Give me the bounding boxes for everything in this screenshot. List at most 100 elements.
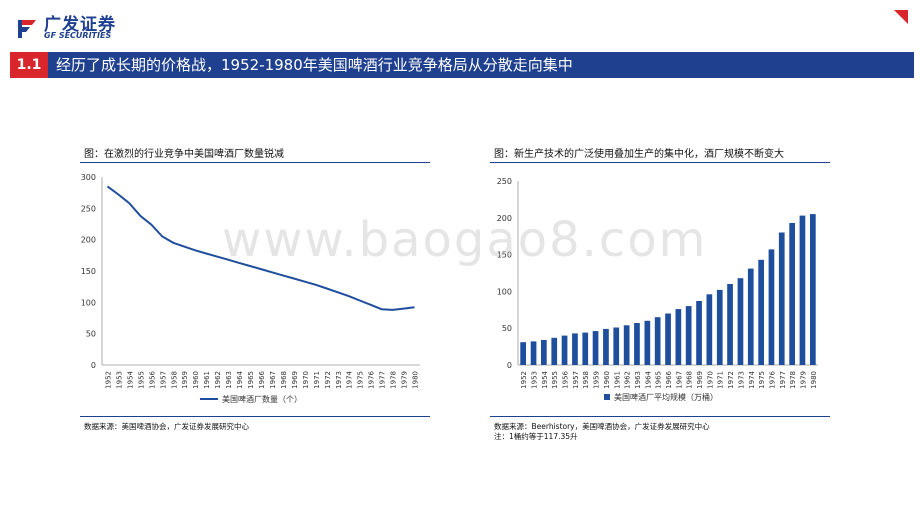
right-y-tick-label: 0	[507, 361, 512, 370]
left-x-tick-label: 1971	[313, 371, 321, 389]
left-y-tick-label: 0	[91, 361, 96, 370]
left-x-tick-label: 1968	[280, 371, 288, 389]
right-x-tick-label: 1961	[613, 371, 621, 389]
left-x-tick-label: 1974	[346, 370, 354, 388]
right-x-tick-label: 1975	[758, 371, 766, 389]
right-x-tick-label: 1955	[551, 371, 559, 389]
left-y-tick-label: 300	[81, 173, 96, 182]
left-x-tick-label: 1966	[258, 370, 266, 388]
left-x-tick-label: 1960	[192, 371, 200, 389]
right-x-tick-label: 1956	[562, 370, 570, 388]
left-x-tick-label: 1965	[247, 371, 255, 389]
right-x-tick-label: 1953	[531, 371, 539, 389]
right-x-tick-label: 1960	[603, 371, 611, 389]
right-x-tick-label: 1970	[706, 371, 714, 389]
right-x-tick-label: 1977	[779, 371, 787, 389]
left-x-tick-label: 1975	[357, 371, 365, 389]
right-chart-title: 图：新生产技术的广泛使用叠加生产的集中化，酒厂规模不断变大	[494, 149, 784, 160]
right-bar	[778, 232, 785, 365]
left-x-tick-label: 1957	[159, 371, 167, 389]
right-legend-swatch	[604, 394, 610, 400]
left-x-tick-label: 1961	[203, 371, 211, 389]
left-x-tick-label: 1964	[236, 370, 244, 388]
right-x-tick-label: 1958	[582, 371, 590, 389]
left-chart-title: 图：在激烈的行业竞争中美国啤酒厂数量锐减	[84, 149, 284, 160]
right-bar	[665, 313, 671, 365]
right-x-tick-label: 1972	[727, 371, 735, 389]
right-x-tick-label: 1952	[520, 371, 528, 389]
left-y-tick-label: 100	[81, 298, 96, 307]
left-x-tick-label: 1978	[390, 371, 398, 389]
left-title-rule	[80, 162, 430, 163]
right-bar	[541, 340, 547, 365]
left-x-tick-label: 1954	[126, 370, 134, 388]
left-y-tick-label: 200	[81, 236, 96, 245]
left-x-tick-label: 1980	[412, 371, 420, 389]
right-bar	[634, 323, 640, 365]
right-x-tick-label: 1959	[593, 371, 601, 389]
right-x-tick-label: 1980	[810, 371, 818, 389]
right-bar	[592, 331, 599, 365]
right-bar	[727, 284, 733, 365]
right-bar	[613, 327, 620, 365]
left-x-tick-label: 1967	[269, 371, 277, 389]
right-bar	[644, 320, 651, 365]
section-number: 1.1	[10, 52, 48, 78]
right-y-tick-label: 200	[497, 214, 512, 223]
right-bar	[561, 335, 568, 365]
right-x-tick-label: 1966	[665, 370, 673, 388]
right-x-tick-label: 1976	[768, 370, 776, 388]
right-bar	[696, 301, 702, 365]
right-x-tick-label: 1965	[655, 371, 663, 389]
left-source-rule	[80, 416, 430, 417]
left-series-line	[106, 185, 415, 311]
right-x-tick-label: 1954	[541, 370, 549, 388]
right-source-rule	[490, 416, 830, 417]
watermark: www.baogao8.com	[222, 212, 708, 268]
right-bar	[582, 332, 589, 365]
right-bar	[654, 317, 661, 365]
right-y-tick-label: 100	[497, 287, 512, 296]
right-bar	[789, 223, 795, 365]
left-x-tick-label: 1977	[379, 371, 387, 389]
right-bar	[768, 249, 775, 365]
brand-name-cn: 广发证券	[44, 15, 116, 35]
right-y-tick-label: 150	[497, 251, 512, 260]
right-bar	[623, 325, 630, 365]
corner-triangle-icon	[894, 10, 908, 24]
right-legend-label: 美国啤酒厂平均规模（万桶）	[614, 392, 718, 402]
right-x-tick-label: 1973	[737, 371, 745, 389]
right-bar	[551, 337, 558, 365]
left-x-tick-label: 1952	[104, 371, 112, 389]
right-x-tick-label: 1968	[686, 371, 694, 389]
gf-logo	[14, 10, 154, 46]
left-x-tick-label: 1972	[324, 371, 332, 389]
right-bar	[716, 289, 723, 365]
right-bar	[706, 294, 713, 365]
left-x-tick-label: 1962	[214, 371, 222, 389]
left-x-tick-label: 1970	[302, 371, 310, 389]
right-y-tick-label: 250	[497, 177, 512, 186]
right-x-tick-label: 1979	[799, 371, 807, 389]
right-x-tick-label: 1971	[717, 371, 725, 389]
right-x-tick-label: 1962	[624, 371, 632, 389]
right-x-tick-label: 1969	[696, 371, 704, 389]
right-bar	[530, 341, 537, 365]
header-bar	[48, 52, 914, 78]
left-y-tick-label: 250	[81, 204, 96, 213]
left-y-tick-label: 150	[81, 267, 96, 276]
right-bar	[572, 333, 578, 365]
right-note: 注：1桶约等于117.35升	[494, 432, 578, 441]
left-x-tick-label: 1973	[335, 371, 343, 389]
left-x-tick-label: 1958	[170, 371, 178, 389]
right-x-tick-label: 1967	[675, 371, 683, 389]
brand-name-en: GF SECURITIES	[44, 31, 112, 40]
right-bar	[810, 214, 816, 365]
right-y-tick-label: 50	[502, 324, 512, 333]
right-bar	[747, 268, 754, 365]
left-x-tick-label: 1955	[137, 371, 145, 389]
right-bar	[675, 309, 682, 365]
right-x-tick-label: 1963	[634, 371, 642, 389]
left-x-tick-label: 1969	[291, 371, 299, 389]
